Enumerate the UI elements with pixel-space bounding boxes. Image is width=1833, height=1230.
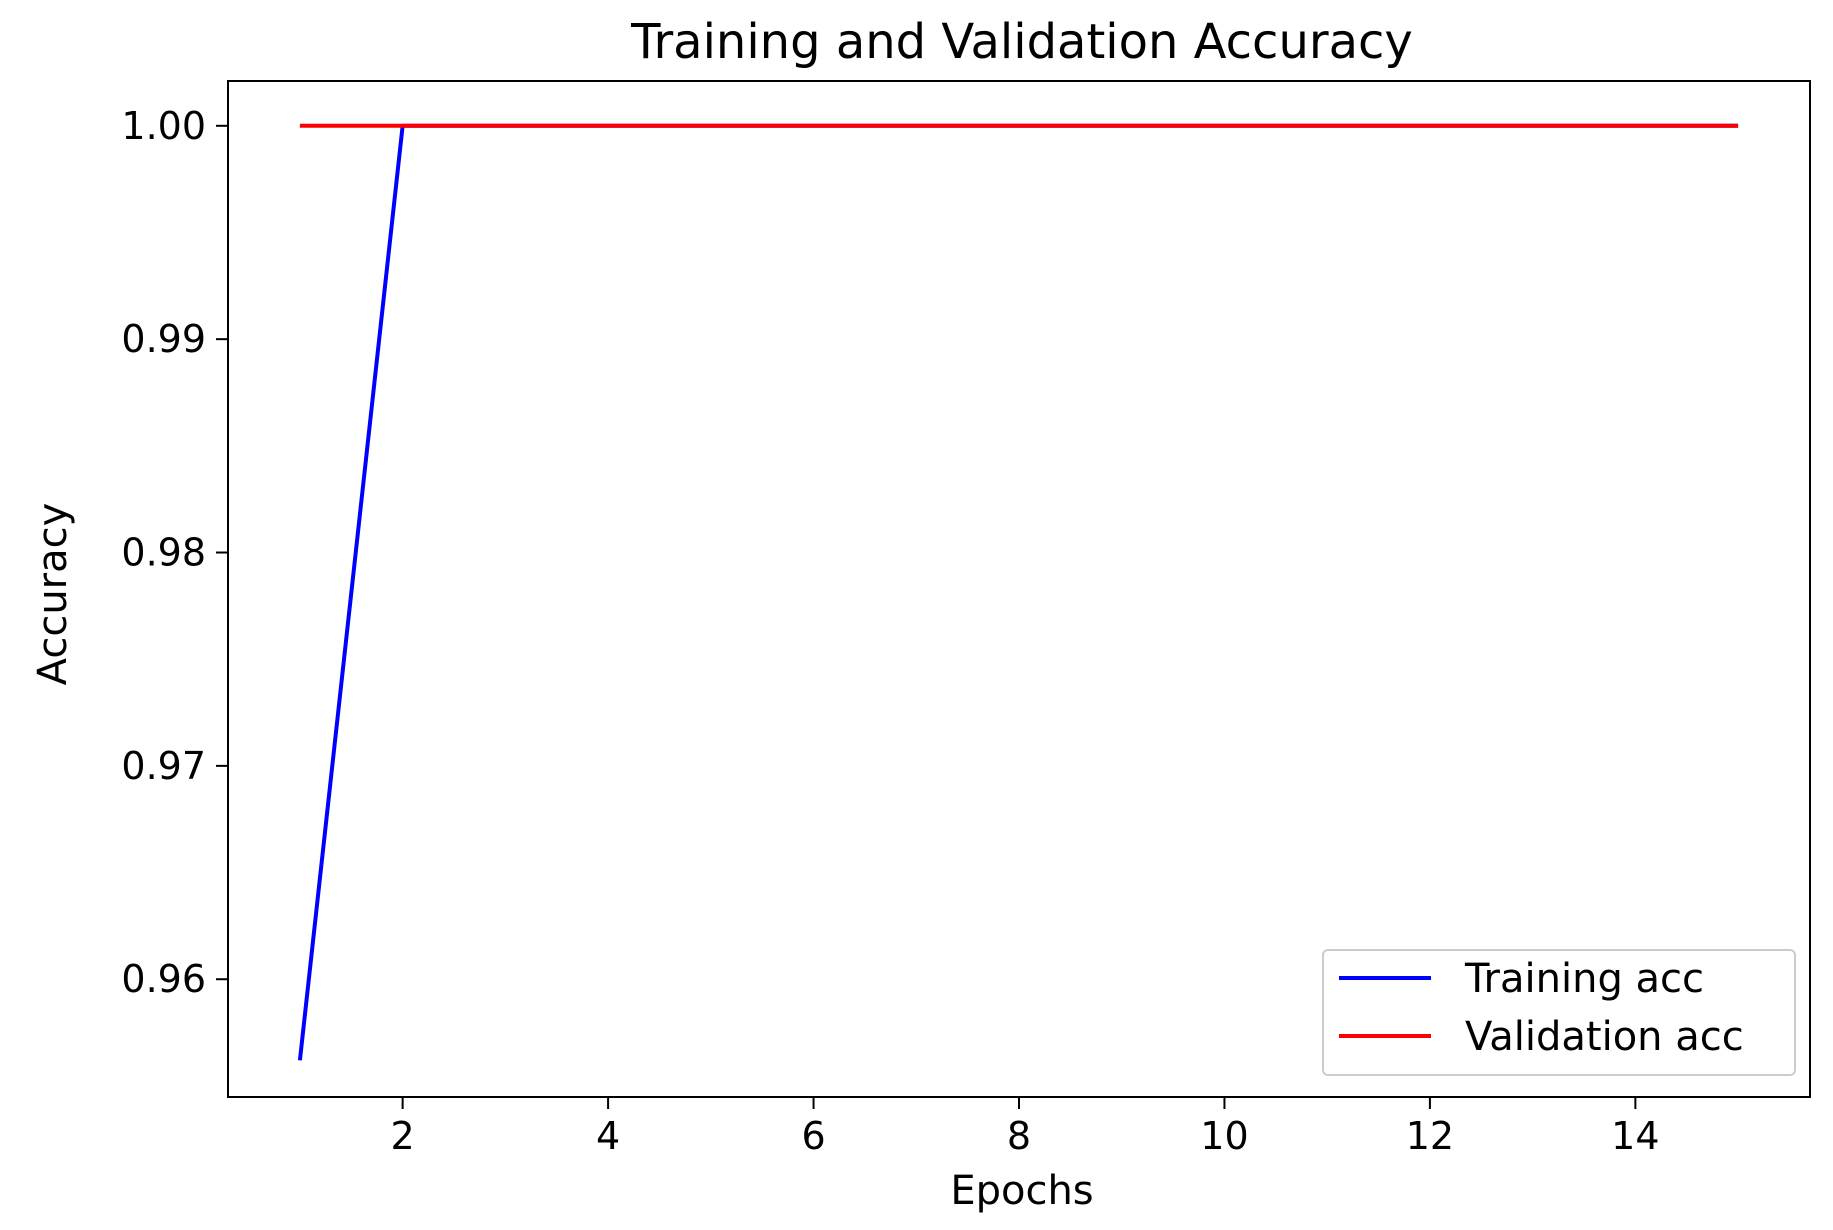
x-tick-label: 12 [1406, 1114, 1454, 1158]
x-tick-label: 2 [391, 1114, 415, 1158]
x-axis-label: Epochs [950, 1168, 1093, 1214]
x-tick-label: 4 [596, 1114, 620, 1158]
legend-label-validation-acc: Validation acc [1465, 1014, 1744, 1060]
y-tick-label: 0.98 [121, 531, 206, 575]
x-axis-ticks: 2 4 6 8 10 12 14 [391, 1097, 1660, 1158]
y-tick-label: 0.97 [121, 744, 206, 788]
x-tick-label: 14 [1611, 1114, 1659, 1158]
y-tick-label: 0.96 [121, 957, 206, 1001]
plot-frame [227, 80, 1811, 1098]
legend: Training acc Validation acc [1322, 949, 1796, 1076]
y-axis-ticks: 0.96 0.97 0.98 0.99 1.00 [121, 104, 228, 1001]
plot-area [227, 80, 1811, 1098]
y-tick-label: 0.99 [121, 317, 206, 361]
legend-box [1322, 949, 1796, 1076]
series-layer [297, 123, 1739, 1061]
x-tick-label: 6 [801, 1114, 825, 1158]
y-tick-label: 1.00 [121, 104, 206, 148]
x-tick-label: 10 [1200, 1114, 1248, 1158]
y-axis-label: Accuracy [30, 503, 76, 686]
legend-label-training-acc: Training acc [1464, 956, 1704, 1002]
chart-title: Training and Validation Accuracy [630, 14, 1413, 70]
x-tick-label: 8 [1007, 1114, 1031, 1158]
